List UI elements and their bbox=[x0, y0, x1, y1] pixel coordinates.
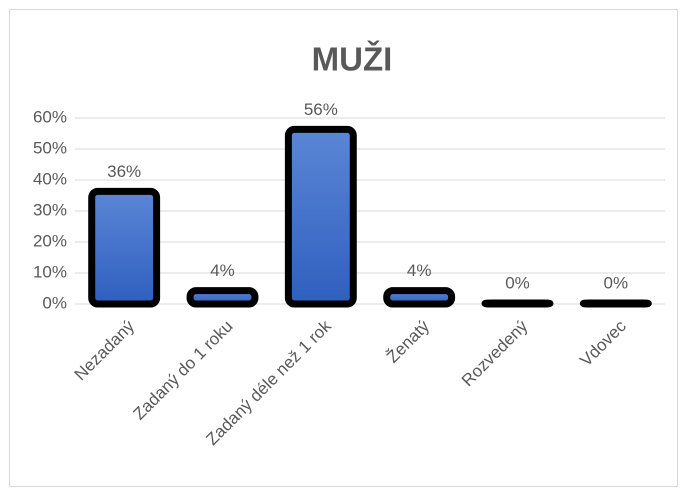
bar bbox=[579, 299, 652, 308]
data-label: 4% bbox=[210, 261, 235, 280]
y-tick-label: 30% bbox=[33, 200, 67, 219]
bar bbox=[481, 299, 554, 308]
y-tick-label: 60% bbox=[33, 107, 67, 126]
y-tick-label: 10% bbox=[33, 262, 67, 281]
bar bbox=[186, 287, 259, 308]
chart-title: MUŽI bbox=[312, 41, 393, 78]
y-tick-label: 0% bbox=[42, 293, 67, 312]
bar bbox=[88, 187, 161, 308]
data-label: 0% bbox=[604, 273, 629, 292]
y-tick-label: 20% bbox=[33, 231, 67, 250]
bar bbox=[284, 125, 357, 308]
data-label: 56% bbox=[304, 100, 338, 119]
data-label: 0% bbox=[505, 273, 530, 292]
data-label: 36% bbox=[107, 162, 141, 181]
bar bbox=[383, 287, 456, 308]
y-tick-label: 50% bbox=[33, 138, 67, 157]
y-tick-label: 40% bbox=[33, 169, 67, 188]
data-label: 4% bbox=[407, 261, 432, 280]
